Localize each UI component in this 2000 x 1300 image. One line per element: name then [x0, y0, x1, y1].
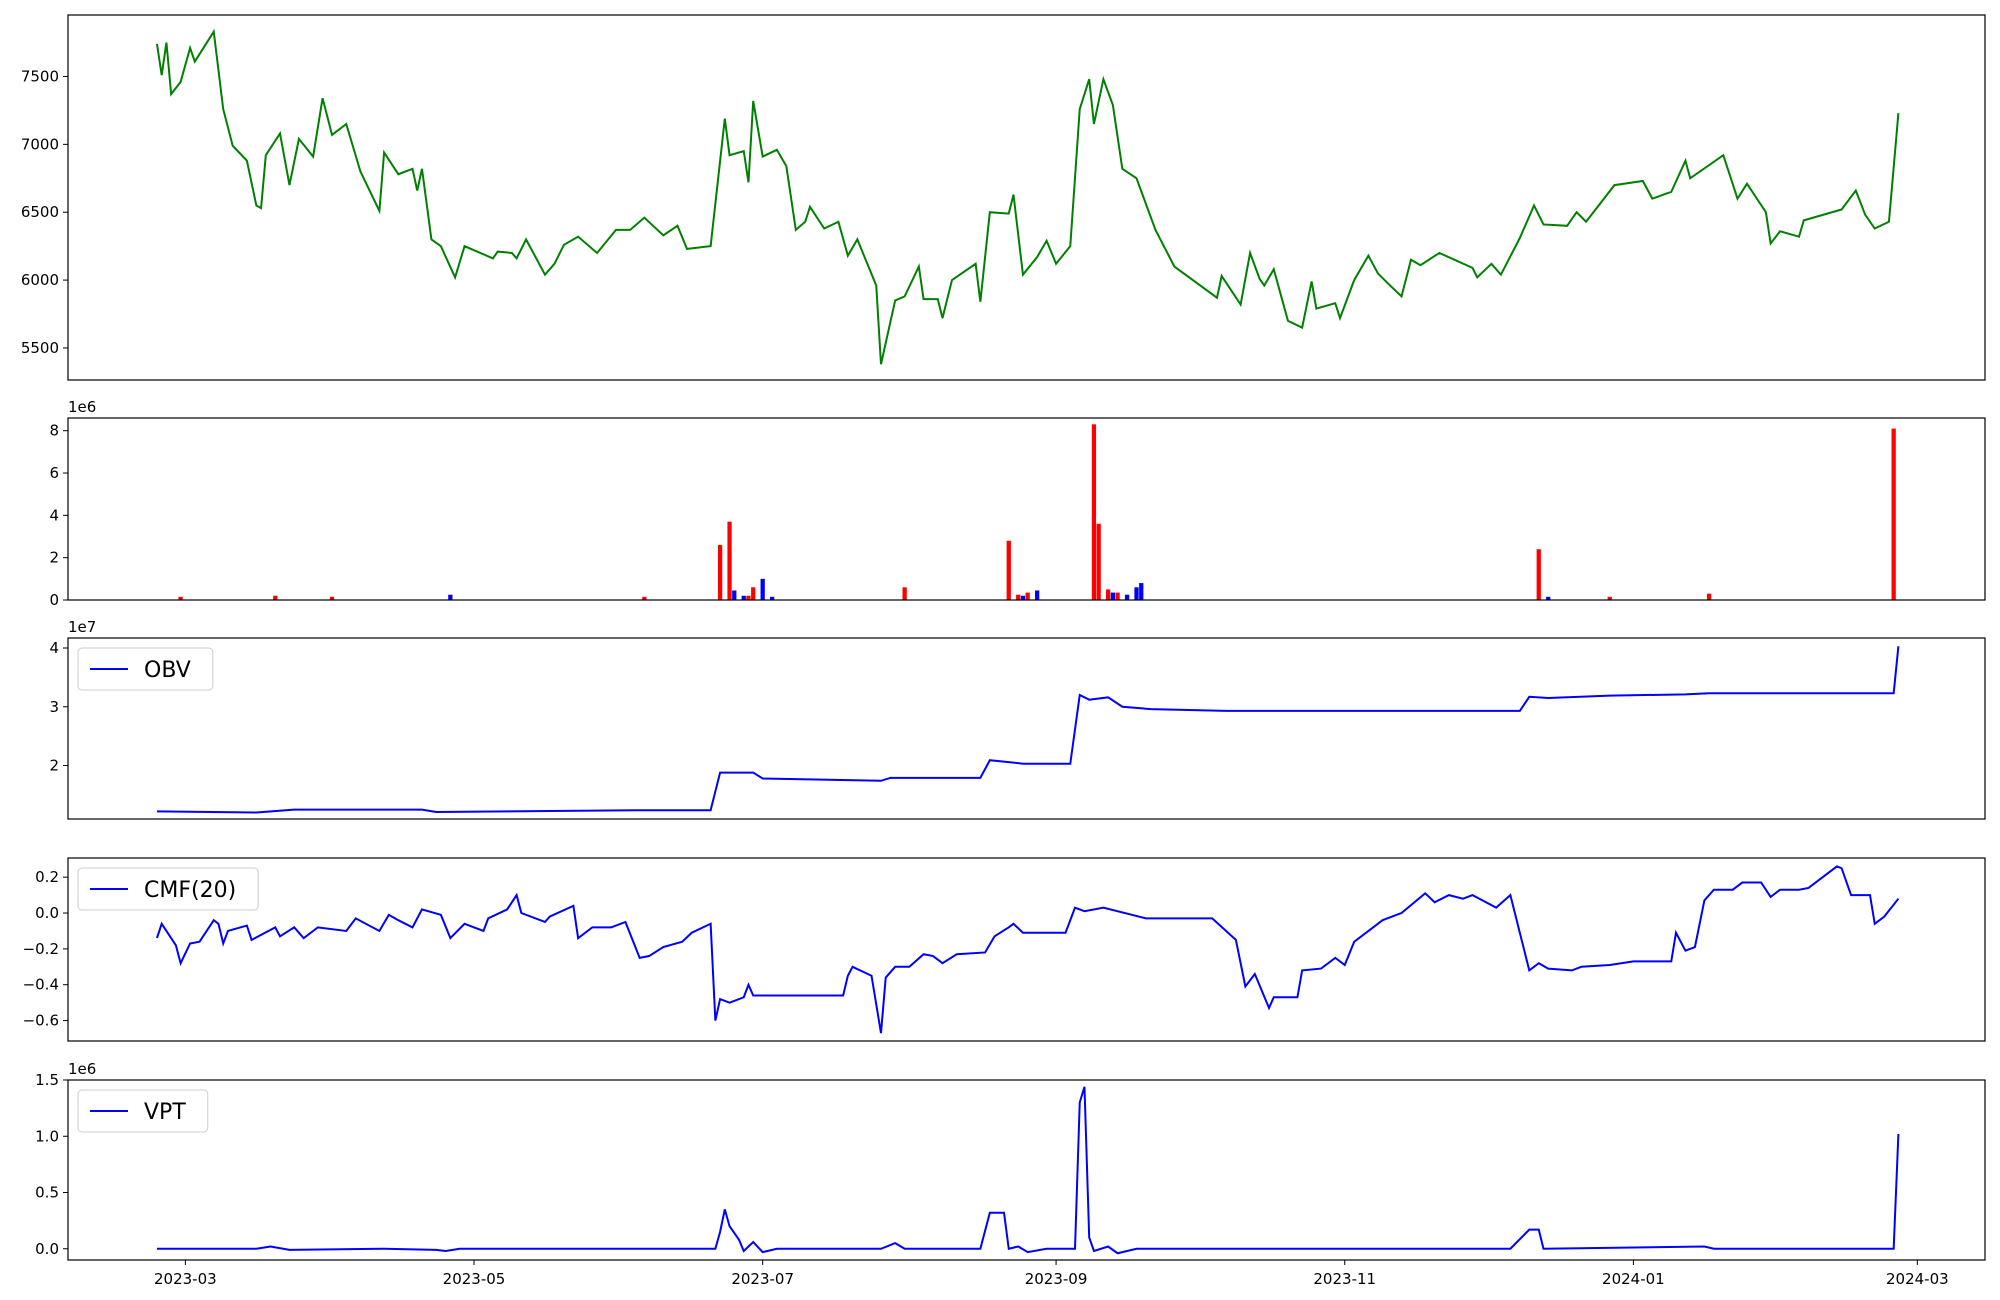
x-tick-label: 2024-03 [1886, 1270, 1949, 1288]
volume-bar [1891, 428, 1896, 600]
panel: 0.0 0.5 1.0 1.5 2023-03 2023-05 2023-07 2023-09… [35, 1060, 1986, 1288]
y-tick-label: 5500 [21, 339, 59, 357]
y-tick-label: 0.2 [35, 868, 59, 886]
volume-bar [770, 596, 775, 600]
line-series [156, 865, 1900, 1034]
axis-offset-label: 1e6 [68, 1060, 96, 1078]
line-series [155, 28, 1900, 365]
y-tick-label: 0.0 [35, 1240, 59, 1258]
volume-bar [902, 587, 907, 600]
volume-bar [1546, 596, 1551, 600]
y-tick-label: 2 [49, 549, 59, 567]
volume-bar [751, 587, 756, 600]
y-tick-label: 3 [49, 698, 59, 716]
volume-bar [273, 595, 278, 600]
volume-bar [1096, 523, 1101, 600]
legend-label: VPT [144, 1100, 186, 1125]
x-tick-label: 2023-07 [731, 1270, 794, 1288]
y-tick-label: −0.2 [23, 940, 59, 958]
y-tick-label: 6500 [21, 203, 59, 221]
axes-frame [67, 14, 1986, 381]
volume-bar [717, 544, 723, 600]
volume-bar [1536, 549, 1541, 600]
volume-bar [448, 594, 453, 600]
volume-bar [1124, 594, 1130, 600]
volume-bar [1607, 596, 1612, 600]
y-tick-label: −0.4 [23, 976, 59, 994]
y-tick-label: −0.6 [23, 1012, 59, 1030]
y-tick-label: 6 [49, 464, 59, 482]
volume-bar [1110, 592, 1115, 600]
y-tick-label: 0 [49, 591, 59, 609]
volume-bar [1139, 583, 1144, 600]
x-tick-label: 2023-05 [443, 1270, 506, 1288]
y-tick-label: 7000 [21, 135, 59, 153]
volume-bar [178, 596, 183, 600]
legend-label: CMF(20) [144, 878, 236, 903]
volume-bar [746, 595, 751, 600]
volume-bar [1025, 592, 1030, 600]
line-series [156, 1086, 1900, 1255]
volume-bar [1091, 424, 1097, 600]
volume-bar [1020, 595, 1026, 600]
legend-label: OBV [144, 658, 191, 683]
volume-bar [1134, 587, 1139, 600]
volume-bar [727, 521, 732, 600]
volume-bar [741, 595, 746, 600]
line-series [156, 646, 1900, 814]
volume-bar [1016, 594, 1021, 600]
y-tick-label: 4 [49, 639, 59, 657]
axes-frame [67, 417, 1986, 601]
axes-frame [67, 1079, 1986, 1261]
y-tick-label: 8 [49, 422, 59, 440]
x-tick-label: 2023-11 [1313, 1270, 1376, 1288]
x-tick-label: 2023-03 [154, 1270, 217, 1288]
axis-offset-label: 1e6 [68, 398, 96, 416]
axes-frame [67, 637, 1986, 820]
y-tick-label: 2 [49, 757, 59, 775]
y-tick-label: 0.0 [35, 904, 59, 922]
y-tick-label: 0.5 [35, 1184, 59, 1202]
legend-box [77, 867, 259, 911]
axes-frame [67, 857, 1986, 1042]
y-tick-label: 1.0 [35, 1127, 59, 1145]
y-tick-label: 1.5 [35, 1071, 59, 1089]
panel: 0 2 4 6 8 1e6 [49, 398, 1986, 609]
volume-bar [642, 596, 647, 600]
axis-offset-label: 1e7 [68, 618, 96, 636]
volume-bar [329, 596, 335, 600]
panel: 2 3 4 1e7 OBV [49, 618, 1986, 820]
volume-bar [1035, 590, 1040, 600]
volume-bar [1706, 593, 1712, 600]
panel: −0.6 −0.4 −0.2 0.0 0.2 CMF(20) [23, 857, 1986, 1042]
panel: 5500 6000 6500 7000 7500 [21, 14, 1986, 381]
volume-bar [1006, 540, 1011, 600]
legend: VPT [77, 1089, 209, 1133]
y-tick-label: 7500 [21, 67, 59, 85]
volume-bar [732, 590, 737, 600]
volume-bar [1115, 592, 1120, 600]
legend: OBV [77, 647, 214, 691]
y-tick-label: 6000 [21, 271, 59, 289]
volume-bar [760, 578, 765, 600]
legend: CMF(20) [77, 867, 259, 911]
legend-box [77, 1089, 209, 1133]
volume-bar [1106, 589, 1111, 600]
x-tick-label: 2024-01 [1602, 1270, 1665, 1288]
y-tick-label: 4 [49, 506, 59, 524]
legend-box [77, 647, 214, 691]
x-tick-label: 2023-09 [1025, 1270, 1088, 1288]
